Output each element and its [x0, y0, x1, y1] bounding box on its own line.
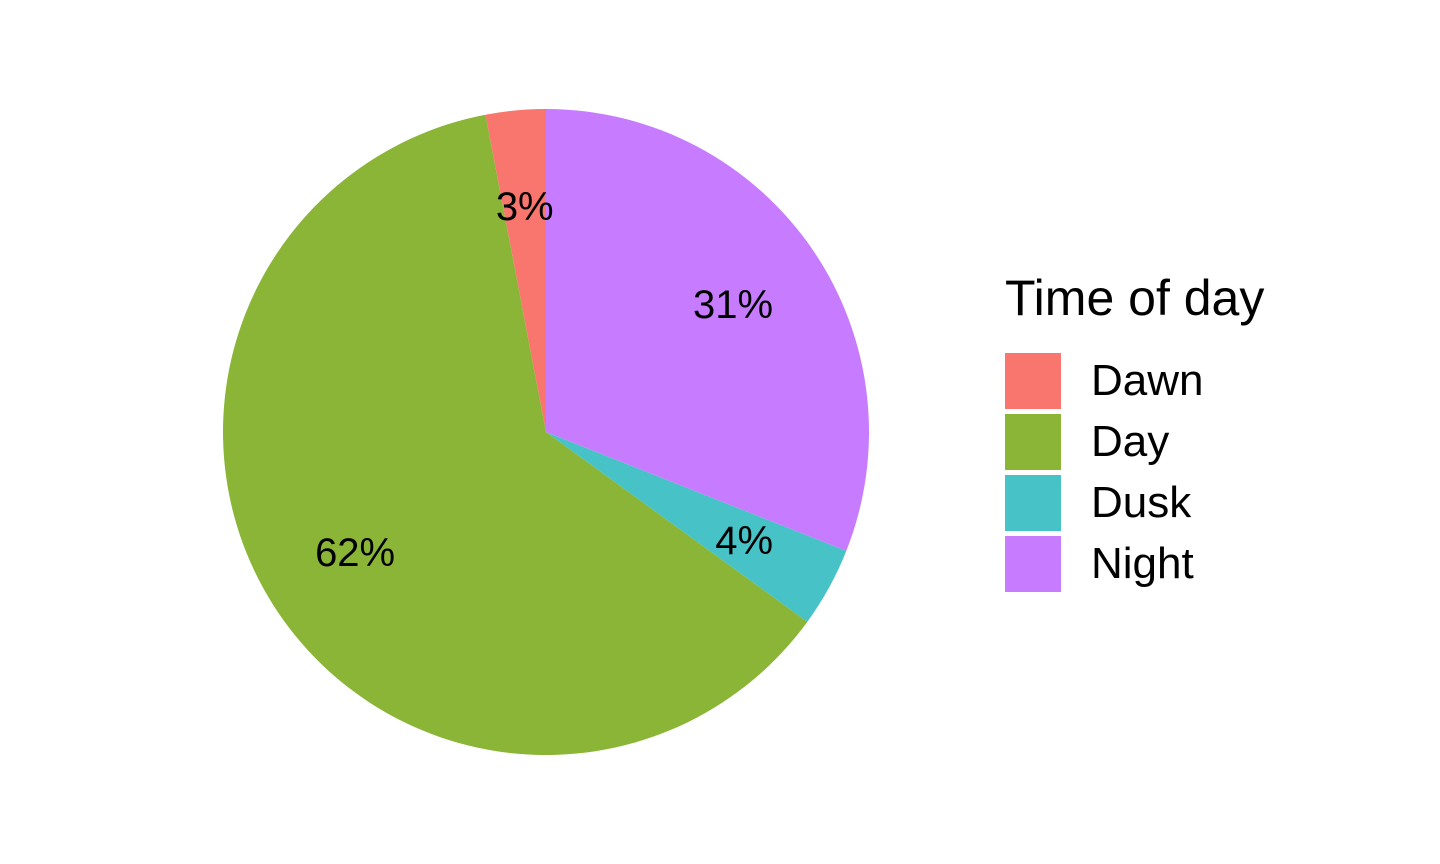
legend-label: Dawn	[1091, 355, 1204, 405]
pie-labels: 3% 62% 4% 31%	[315, 185, 773, 575]
legend-items: Dawn Day Dusk Night	[1005, 350, 1264, 594]
pie-slice-dusk	[546, 432, 847, 622]
legend-item-dawn: Dawn	[1005, 350, 1264, 411]
pie-slice-day	[222, 114, 808, 756]
pie-label-day: 62%	[315, 531, 395, 575]
pie-slice-night	[546, 109, 870, 551]
pie-slices	[222, 109, 870, 756]
legend-label: Dusk	[1091, 477, 1192, 527]
legend: Time of day Dawn Day Dusk Night	[1005, 268, 1264, 594]
legend-item-dusk: Dusk	[1005, 472, 1264, 533]
pie-slice-dawn	[485, 109, 546, 432]
pie-label-night: 31%	[693, 283, 773, 327]
legend-swatch	[1005, 352, 1061, 409]
pie-label-dawn: 3%	[496, 185, 554, 229]
legend-item-day: Day	[1005, 411, 1264, 472]
legend-label: Night	[1091, 538, 1194, 588]
pie-label-dusk: 4%	[715, 519, 773, 563]
legend-swatch	[1005, 474, 1061, 531]
legend-item-night: Night	[1005, 533, 1264, 594]
legend-swatch	[1005, 535, 1061, 592]
legend-title: Time of day	[1005, 270, 1265, 326]
legend-swatch	[1005, 413, 1061, 470]
legend-label: Day	[1091, 416, 1170, 466]
